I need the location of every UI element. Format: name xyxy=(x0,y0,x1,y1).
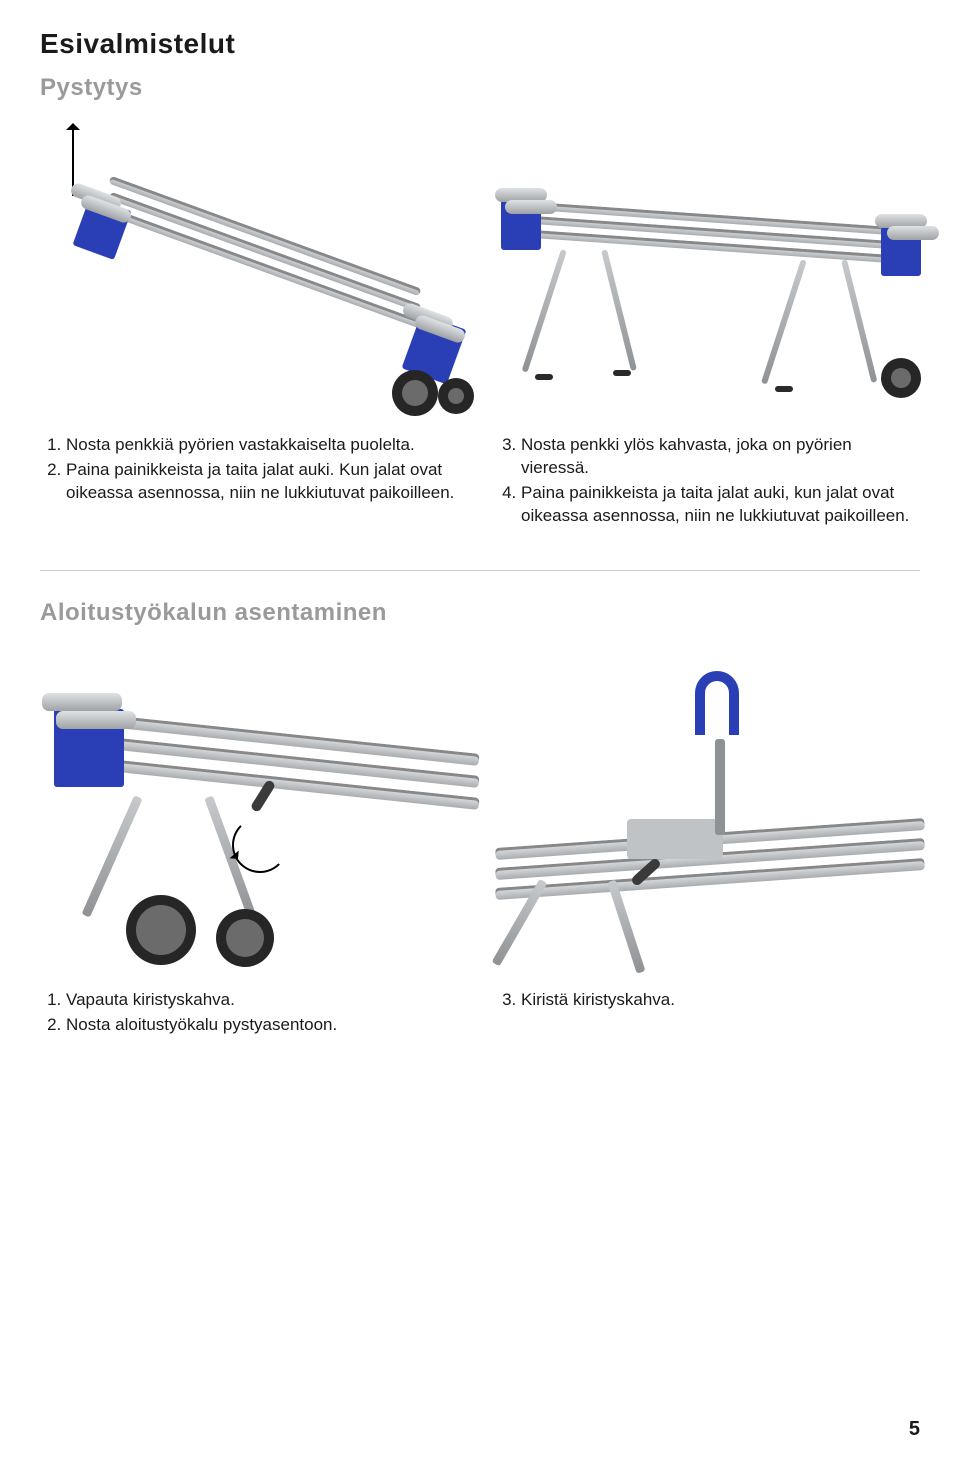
steps-left-1: Nosta penkkiä pyörien vastakkaiselta puo… xyxy=(44,434,461,505)
divider xyxy=(40,570,920,571)
illus-open-stand xyxy=(495,122,920,422)
step-item: Vapauta kiristyskahva. xyxy=(66,989,461,1012)
step-item: Nosta penkki ylös kahvasta, joka on pyör… xyxy=(521,434,916,480)
sub-title-tool: Aloitustyökalun asentaminen xyxy=(40,599,920,627)
step-item: Nosta penkkiä pyörien vastakkaiselta puo… xyxy=(66,434,461,457)
sub-title-setup: Pystytys xyxy=(40,74,920,102)
step-text-row-1: Nosta penkkiä pyörien vastakkaiselta puo… xyxy=(40,422,920,530)
steps-right-1: Nosta penkki ylös kahvasta, joka on pyör… xyxy=(499,434,916,528)
step-item: Paina painikkeista ja taita jalat auki, … xyxy=(521,482,916,528)
illustration-row-2 xyxy=(40,647,920,977)
steps-left-2: Vapauta kiristyskahva.Nosta aloitustyöka… xyxy=(44,989,461,1037)
illus-folded-stand xyxy=(40,122,465,422)
step-item: Kiristä kiristyskahva. xyxy=(521,989,916,1012)
section-title: Esivalmistelut xyxy=(40,28,920,60)
step-item: Paina painikkeista ja taita jalat auki. … xyxy=(66,459,461,505)
illus-wheel-end xyxy=(40,647,465,977)
start-tool-handle-icon xyxy=(695,671,739,735)
illustration-row-1 xyxy=(40,122,920,422)
illus-handle-up xyxy=(495,647,920,977)
step-text-row-2: Vapauta kiristyskahva.Nosta aloitustyöka… xyxy=(40,977,920,1039)
page-number: 5 xyxy=(909,1418,920,1441)
rotate-arrow-icon xyxy=(232,817,288,873)
step-item: Nosta aloitustyökalu pystyasentoon. xyxy=(66,1014,461,1037)
steps-right-2: Kiristä kiristyskahva. xyxy=(499,989,916,1012)
